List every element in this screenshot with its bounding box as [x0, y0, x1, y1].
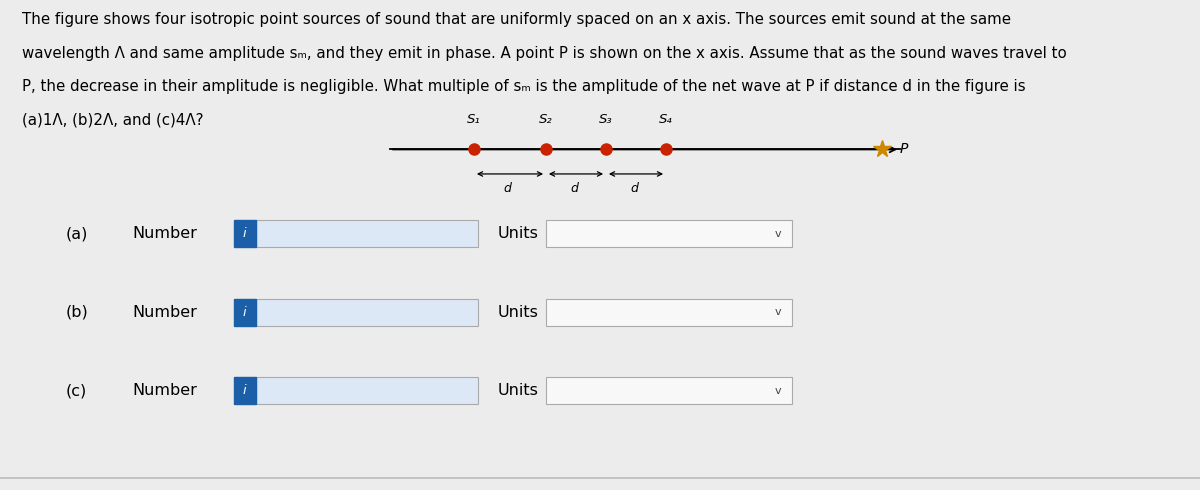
Text: i: i: [242, 306, 247, 319]
Text: Units: Units: [498, 383, 539, 398]
Text: (b): (b): [66, 305, 89, 320]
FancyBboxPatch shape: [256, 299, 478, 326]
Text: P: P: [900, 143, 908, 156]
FancyBboxPatch shape: [234, 299, 256, 326]
Text: d: d: [571, 182, 578, 195]
Text: d: d: [503, 182, 511, 195]
Text: Number: Number: [132, 226, 197, 242]
Text: wavelength Λ and same amplitude sₘ, and they emit in phase. A point P is shown o: wavelength Λ and same amplitude sₘ, and …: [22, 46, 1067, 61]
Text: v: v: [774, 386, 781, 396]
Text: S₁: S₁: [467, 113, 481, 126]
Text: Units: Units: [498, 305, 539, 320]
Text: The figure shows four isotropic point sources of sound that are uniformly spaced: The figure shows four isotropic point so…: [22, 12, 1010, 27]
Text: (a)1Λ, (b)2Λ, and (c)4Λ?: (a)1Λ, (b)2Λ, and (c)4Λ?: [22, 112, 203, 127]
Text: S₃: S₃: [599, 113, 613, 126]
FancyBboxPatch shape: [256, 220, 478, 247]
Text: i: i: [242, 384, 247, 397]
Text: v: v: [774, 229, 781, 239]
Text: (a): (a): [66, 226, 89, 242]
Text: Number: Number: [132, 305, 197, 320]
Text: S₂: S₂: [539, 113, 553, 126]
Text: Number: Number: [132, 383, 197, 398]
FancyBboxPatch shape: [234, 220, 256, 247]
FancyBboxPatch shape: [234, 377, 256, 404]
Text: d: d: [631, 182, 638, 195]
FancyBboxPatch shape: [256, 377, 478, 404]
FancyBboxPatch shape: [546, 377, 792, 404]
Text: Units: Units: [498, 226, 539, 242]
Text: v: v: [774, 307, 781, 318]
Text: (c): (c): [66, 383, 88, 398]
Text: i: i: [242, 227, 247, 241]
FancyBboxPatch shape: [546, 220, 792, 247]
Text: P, the decrease in their amplitude is negligible. What multiple of sₘ is the amp: P, the decrease in their amplitude is ne…: [22, 79, 1025, 94]
Text: S₄: S₄: [659, 113, 673, 126]
FancyBboxPatch shape: [546, 299, 792, 326]
